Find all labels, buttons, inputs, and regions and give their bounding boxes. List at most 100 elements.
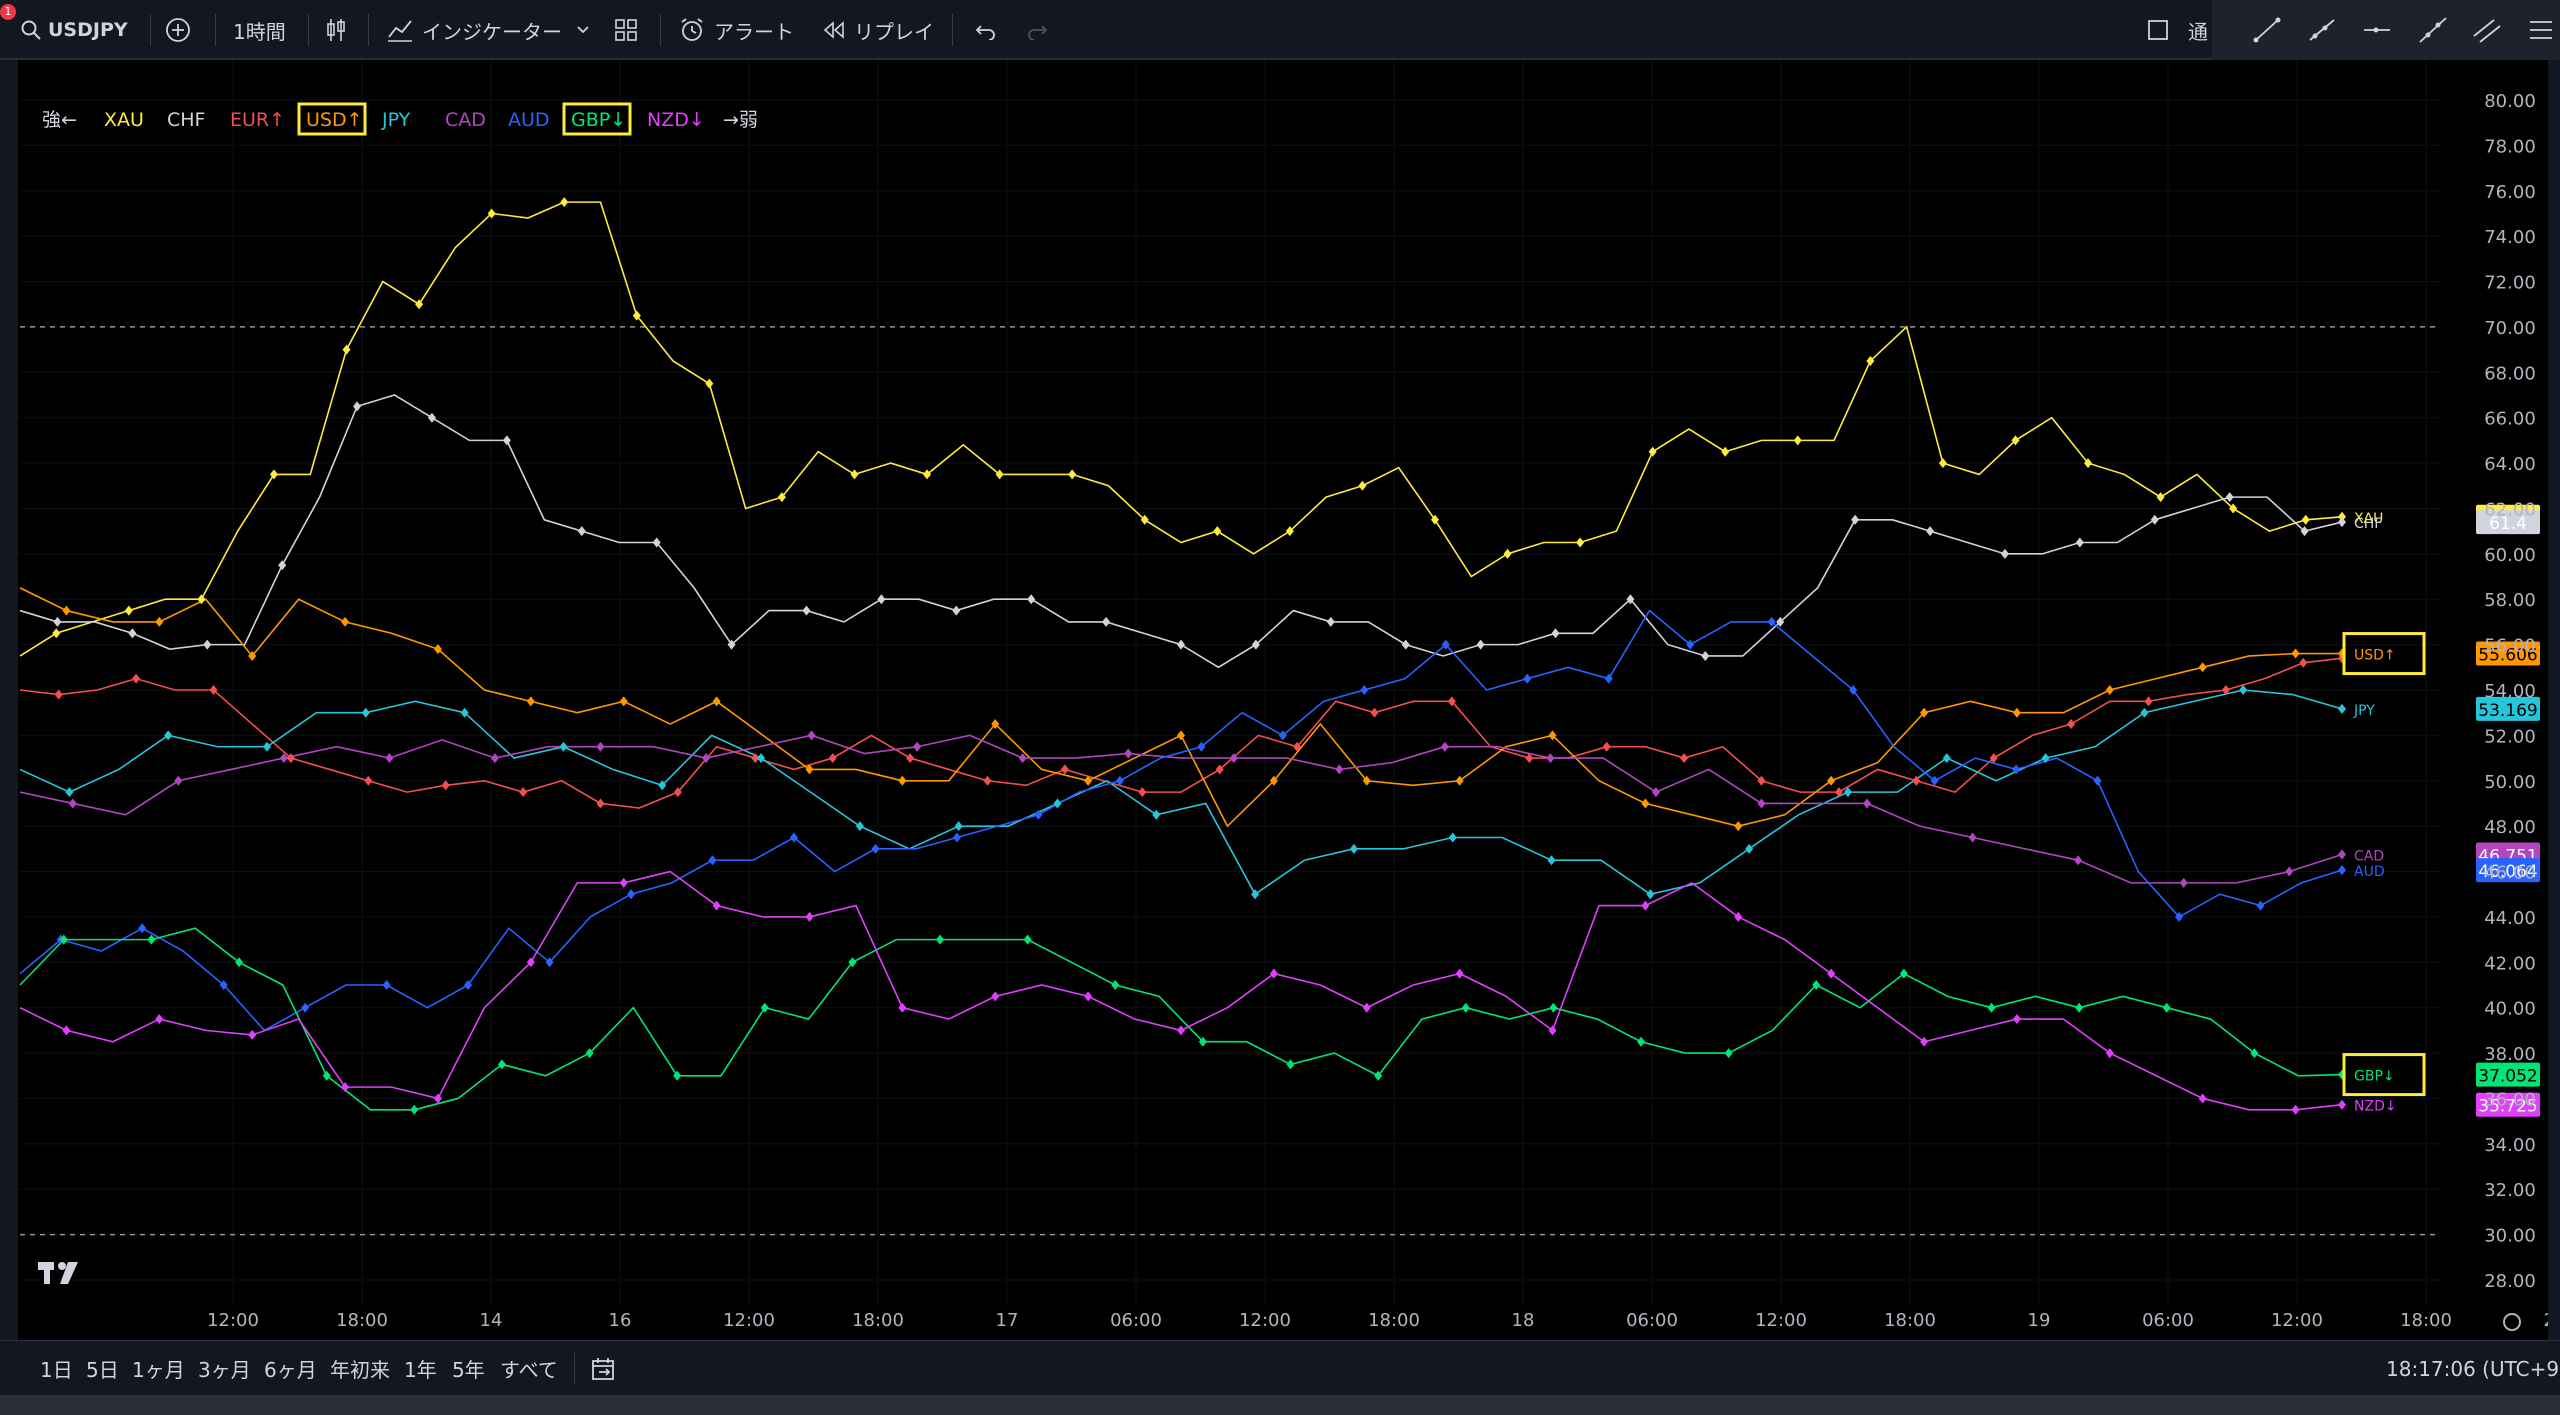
- price-badge-text: 35.725: [2478, 1097, 2537, 1117]
- marker-chf: [2150, 514, 2159, 525]
- x-tick-label: 18:00: [852, 1310, 904, 1331]
- marker-eur: [132, 673, 141, 684]
- chart-type-button[interactable]: [324, 0, 348, 60]
- marker-gbp: [1899, 968, 1908, 979]
- marker-nzd: [1827, 968, 1836, 979]
- series-line-jpy: [19, 689, 2343, 896]
- ray-line-icon[interactable]: [2306, 16, 2336, 44]
- range-3m-button[interactable]: 3ヶ月: [198, 1358, 251, 1382]
- notification-badge[interactable]: 1: [0, 4, 16, 20]
- range-1y-button[interactable]: 1年: [404, 1358, 437, 1382]
- price-badge-text: 53.169: [2478, 701, 2537, 721]
- series-line-gbp: [19, 927, 2343, 1111]
- marker-usd: [1920, 707, 1929, 718]
- trend-line-icon[interactable]: [2252, 16, 2282, 44]
- legend-highlight-box: [297, 102, 367, 136]
- replay-button[interactable]: リプレイ: [822, 0, 934, 60]
- price-badge-aud: [2476, 858, 2540, 883]
- x-tick-label: 18:00: [1368, 1310, 1420, 1331]
- series-line-aud: [19, 609, 2343, 1032]
- marker-chf: [577, 526, 586, 537]
- menu-lines-icon[interactable]: [2526, 16, 2556, 44]
- x-tick-label: 19: [2028, 1310, 2051, 1331]
- marker-gbp: [1286, 1059, 1295, 1070]
- marker-cad: [2179, 877, 2188, 888]
- marker-gbp: [322, 1070, 331, 1081]
- marker-eur: [2221, 685, 2230, 695]
- goto-date-button[interactable]: [590, 1341, 618, 1396]
- marker-chf: [1326, 616, 1335, 627]
- parallel-channel-icon[interactable]: [2472, 16, 2502, 44]
- price-badge-text: 46.064: [2478, 862, 2537, 882]
- compare-add-button[interactable]: [165, 0, 191, 60]
- marker-cad: [2338, 849, 2346, 860]
- marker-aud: [382, 980, 391, 990]
- marker-xau: [2229, 503, 2238, 514]
- redo-button[interactable]: [1026, 0, 1048, 60]
- marker-cad: [807, 730, 816, 741]
- marker-gbp: [1549, 1002, 1558, 1013]
- y-tick-label: 34.00: [2484, 1135, 2536, 1156]
- range-ytd-button[interactable]: 年初来: [330, 1358, 390, 1382]
- marker-eur: [1912, 775, 1921, 786]
- layout-templates-button[interactable]: [614, 0, 638, 60]
- marker-xau: [269, 469, 278, 480]
- range-all-button[interactable]: すべて: [500, 1358, 558, 1382]
- y-tick-label: 44.00: [2484, 908, 2536, 929]
- chart-legend: 強← XAU CHF EUR↑ USD↑ JPY CAD AUD GBP↓ NZD↓ →弱: [42, 102, 758, 136]
- undo-button[interactable]: [975, 0, 997, 60]
- y-tick-label: 52.00: [2484, 726, 2536, 747]
- marker-cad: [1968, 832, 1977, 843]
- interval-button[interactable]: 1時間: [233, 19, 286, 44]
- marker-gbp: [1023, 934, 1032, 945]
- range-6m-button[interactable]: 6ヶ月: [264, 1358, 317, 1382]
- y-tick-label: 38.00: [2484, 1044, 2536, 1065]
- marker-xau: [560, 197, 569, 208]
- x-tick-label: 12:00: [1239, 1310, 1291, 1331]
- indicators-button[interactable]: インジケーター: [386, 0, 590, 60]
- marker-chf: [2300, 526, 2309, 537]
- chevron-down-icon: [577, 26, 589, 34]
- marker-nzd: [1177, 1025, 1185, 1036]
- marker-xau: [1721, 446, 1730, 457]
- marker-jpy: [559, 741, 568, 752]
- marker-chf: [427, 412, 436, 423]
- marker-eur: [1680, 753, 1689, 764]
- extended-line-icon[interactable]: [2418, 16, 2448, 44]
- marker-nzd: [619, 877, 628, 888]
- range-1d-button[interactable]: 1日: [40, 1358, 73, 1382]
- marker-gbp: [1724, 1048, 1733, 1059]
- y-tick-label: 54.00: [2484, 681, 2536, 702]
- alert-button[interactable]: アラート: [678, 0, 794, 60]
- marker-jpy: [757, 753, 766, 764]
- rectangle-select-button[interactable]: 通: [2146, 0, 2208, 60]
- marker-cad: [1018, 753, 1027, 764]
- marker-chf: [2075, 537, 2084, 548]
- marker-chf: [1551, 628, 1560, 639]
- range-5d-button[interactable]: 5日: [86, 1358, 119, 1382]
- y-tick-label: 58.00: [2484, 590, 2536, 611]
- y-tick-label: 62.00: [2484, 499, 2536, 520]
- y-tick-label: 32.00: [2484, 1180, 2536, 1201]
- price-badge-text: 61.4: [2489, 514, 2527, 534]
- indicators-label: インジケーター: [422, 19, 562, 44]
- marker-aud: [1441, 639, 1450, 650]
- symbol-search[interactable]: USDJPY: [20, 0, 128, 60]
- marker-jpy: [2140, 707, 2149, 718]
- range-5y-button[interactable]: 5年: [452, 1358, 485, 1382]
- marker-nzd: [1920, 1036, 1929, 1047]
- range-1m-button[interactable]: 1ヶ月: [132, 1358, 185, 1382]
- horizontal-ray-icon[interactable]: [2362, 16, 2392, 44]
- x-tick-label: 12:00: [2271, 1310, 2323, 1331]
- series-end-label-xau: XAU: [2354, 511, 2383, 527]
- end-label-highlight-box: [2342, 632, 2426, 676]
- marker-aud: [708, 855, 717, 866]
- marker-xau: [1938, 458, 1947, 469]
- clock-timezone[interactable]: 18:17:06 (UTC+9): [2386, 1356, 2560, 1381]
- y-tick-label: 78.00: [2484, 136, 2536, 157]
- marker-gbp: [2250, 1048, 2259, 1059]
- series-end-label-cad: CAD: [2354, 848, 2384, 864]
- marker-xau: [850, 469, 859, 480]
